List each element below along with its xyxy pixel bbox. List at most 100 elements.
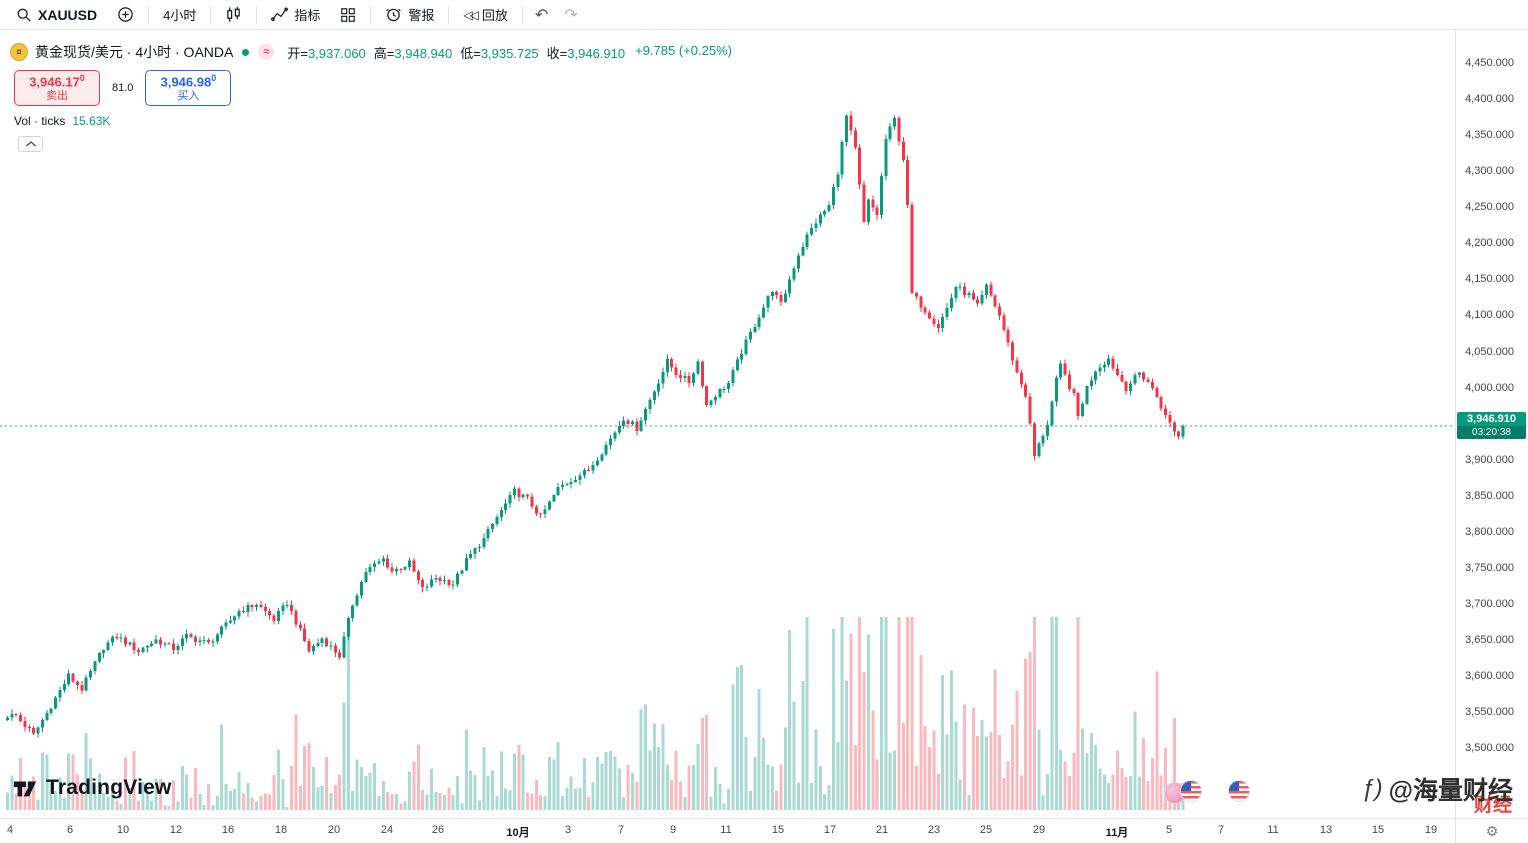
time-axis-label: 12 (169, 824, 183, 836)
price-tick-label: 4,350.000 (1465, 129, 1514, 142)
time-axis-label: 13 (1319, 824, 1333, 836)
bar-countdown: 03:20:38 (1457, 425, 1526, 439)
price-tick-label: 4,300.000 (1465, 165, 1514, 178)
change-value: +9.785 (+0.25%) (635, 42, 732, 58)
time-axis-label: 17 (823, 824, 837, 836)
chart-type-button[interactable] (217, 3, 250, 26)
buy-button[interactable]: 3,946.980 买入 (145, 70, 232, 106)
price-tick-label: 4,000.000 (1465, 381, 1514, 394)
candlestick-chart-plot[interactable] (0, 30, 1455, 818)
chevron-up-icon (25, 141, 36, 147)
time-axis-label: 16 (221, 824, 235, 836)
time-axis-label: 4 (6, 824, 14, 836)
market-open-dot-icon (242, 48, 250, 56)
redo-button[interactable]: ↷ (564, 6, 578, 24)
high-label: 高= (373, 45, 395, 61)
sticker-flag-icon[interactable] (1180, 780, 1202, 802)
indicators-button[interactable]: 指标 (263, 2, 328, 27)
time-axis-label: 5 (1165, 824, 1173, 836)
open-label: 开= (287, 45, 308, 61)
time-axis-label: 11 (1267, 824, 1279, 836)
price-tick-label: 3,500.000 (1465, 742, 1514, 755)
price-tick-label: 3,700.000 (1465, 597, 1514, 610)
toolbar-divider (448, 5, 450, 24)
interval-label: 4小时 (163, 8, 197, 23)
grid-layout-icon (340, 7, 356, 23)
time-axis-label: 18 (274, 824, 288, 836)
tradingview-logo[interactable]: TradingView (12, 775, 172, 801)
toolbar-divider (148, 5, 150, 24)
indicators-label: 指标 (294, 8, 321, 23)
time-axis-label: 7 (617, 824, 625, 836)
time-axis-label: 20 (327, 824, 341, 836)
time-axis-label: 21 (875, 824, 889, 836)
price-tick-label: 3,600.000 (1465, 669, 1514, 682)
flag-union-icon (1229, 781, 1239, 791)
time-axis-label: 15 (1371, 824, 1385, 836)
plus-circle-icon (117, 6, 134, 23)
price-tick-label: 4,150.000 (1465, 273, 1514, 286)
sell-price-sup: 0 (79, 73, 85, 84)
buy-price: 3,946.98 (160, 74, 212, 90)
undo-button[interactable]: ↶ (534, 6, 549, 24)
price-tick-label: 3,800.000 (1465, 525, 1514, 538)
time-axis-label: 11月 (1105, 827, 1129, 839)
layout-grid-button[interactable] (332, 4, 364, 26)
time-axis-label: 10 (116, 824, 130, 836)
time-axis-label: 7 (1217, 824, 1225, 836)
symbol-label: XAUUSD (38, 6, 98, 23)
time-axis-label: 29 (1032, 824, 1046, 836)
time-axis-label: 3 (564, 824, 572, 836)
alert-button[interactable]: 警报 (377, 2, 442, 27)
price-tick-label: 3,750.000 (1465, 561, 1514, 574)
price-tick-label: 3,900.000 (1465, 453, 1514, 466)
price-tick-label: 4,400.000 (1465, 93, 1514, 106)
replay-button[interactable]: ◁◁ 回放 (455, 2, 515, 27)
alarm-clock-icon (385, 6, 402, 23)
time-axis-label: 6 (66, 824, 74, 836)
volume-value: 15.63K (72, 114, 111, 128)
price-axis[interactable]: 3,946.910 03:20:38 4,450.000 4,400.000 4,3… (1455, 30, 1528, 818)
spread-value: 81.0 (109, 81, 137, 95)
price-tick-label: 4,250.000 (1465, 201, 1514, 214)
chart-legend: ¤ 黄金现货/美元 · 4小时 · OANDA ≈ 开=3,937.060 高=… (10, 42, 732, 62)
replay-rewind-icon: ◁◁ (463, 7, 479, 22)
watermark: ƒ) @海量财经 (1361, 771, 1513, 807)
price-tick-label: 4,100.000 (1465, 309, 1514, 322)
sticker-flag-icon[interactable] (1228, 780, 1250, 802)
close-label: 收= (546, 45, 568, 61)
high-value: 3,948.940 (394, 45, 453, 61)
close-value: 3,946.910 (567, 45, 626, 61)
sell-button[interactable]: 3,946.170 卖出 (14, 70, 100, 106)
compare-add-symbol-button[interactable] (109, 3, 142, 26)
sell-price: 3,946.17 (29, 74, 80, 90)
price-tick-label: 3,850.000 (1465, 489, 1514, 502)
time-axis[interactable]: 4 6 10 12 16 18 20 24 26 10月 3 7 9 11 15 17 21 23 25 29 11月 5… (0, 818, 1455, 843)
interval-button[interactable]: 4小时 (155, 2, 204, 27)
buy-price-sup: 0 (211, 73, 217, 84)
time-axis-label: 15 (771, 824, 785, 836)
ohlc-values: 开=3,937.060 高=3,948.940 低=3,935.725 收=3,… (287, 43, 732, 62)
watermark-stamp: 财经 (1473, 795, 1512, 816)
watermark-handle: @海量财经 (1388, 777, 1513, 805)
toolbar-divider (370, 5, 372, 24)
top-toolbar: XAUUSD 4小时 指标 警报 ◁◁ 回放 ↶ ↷ (0, 0, 1528, 30)
approx-data-icon[interactable]: ≈ (258, 44, 275, 60)
tradingview-name: TradingView (46, 776, 172, 799)
time-axis-label: 19 (1424, 824, 1438, 836)
collapse-indicator-button[interactable] (18, 136, 43, 152)
toolbar-divider (256, 5, 258, 24)
price-tick-label: 4,450.000 (1465, 57, 1514, 70)
time-axis-label: 9 (669, 824, 677, 836)
time-axis-label: 23 (927, 824, 941, 836)
legend-title[interactable]: 黄金现货/美元 · 4小时 · OANDA (35, 44, 234, 60)
price-tick-label: 4,050.000 (1465, 345, 1514, 358)
axis-settings-gear-icon[interactable]: ⚙ (1485, 822, 1499, 839)
price-tick-label: 3,550.000 (1465, 706, 1514, 719)
symbol-search-button[interactable]: XAUUSD (8, 4, 105, 26)
candlestick-type-icon (225, 6, 242, 23)
volume-label: Vol · ticks (14, 114, 66, 128)
flag-union-icon (1181, 781, 1191, 791)
time-axis-label: 24 (380, 824, 394, 836)
chart-region: ¤ 黄金现货/美元 · 4小时 · OANDA ≈ 开=3,937.060 高=… (0, 30, 1528, 843)
